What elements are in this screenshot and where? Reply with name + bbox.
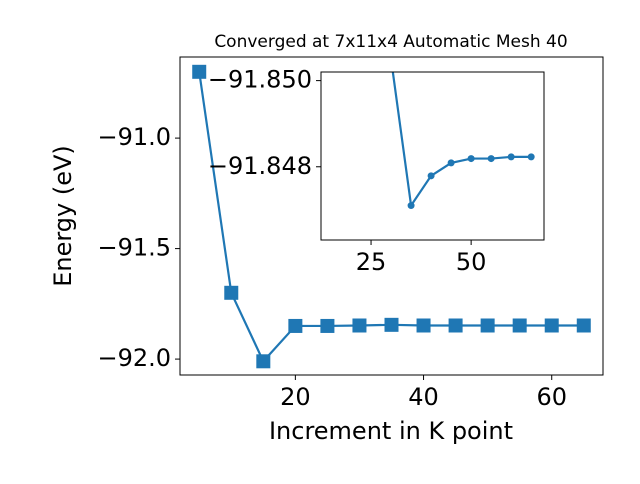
marker <box>544 318 559 333</box>
marker <box>576 318 591 333</box>
marker <box>256 354 271 369</box>
y-tick-label: −91.848 <box>208 152 312 180</box>
marker <box>288 318 303 333</box>
y-tick-label: −91.850 <box>208 66 312 94</box>
marker <box>527 153 535 161</box>
marker <box>427 172 435 180</box>
plot-clip <box>391 72 535 210</box>
x-tick-label: 60 <box>536 383 567 411</box>
marker <box>487 155 495 163</box>
marker <box>507 153 515 161</box>
marker <box>224 285 239 300</box>
marker <box>448 318 463 333</box>
x-tick-label: 25 <box>356 248 387 276</box>
x-tick-label: 40 <box>408 383 439 411</box>
marker <box>480 318 495 333</box>
marker <box>512 318 527 333</box>
marker <box>320 318 335 333</box>
x-tick-label: 20 <box>280 383 311 411</box>
y-tick-label: −91.5 <box>97 234 171 262</box>
marker <box>384 317 399 332</box>
axes-frame <box>320 71 545 241</box>
marker <box>416 318 431 333</box>
marker <box>467 155 475 163</box>
axes-frame <box>179 56 604 376</box>
plot-area <box>321 72 544 240</box>
marker <box>407 202 415 210</box>
plot-clip <box>192 64 591 369</box>
x-axis-label: Increment in K point <box>269 417 513 445</box>
y-tick-label: −91.0 <box>97 123 171 151</box>
chart-title: Converged at 7x11x4 Automatic Mesh 40 <box>214 32 567 52</box>
x-tick-label: 50 <box>456 248 487 276</box>
y-tick-label: −92.0 <box>97 344 171 372</box>
marker <box>192 64 207 79</box>
y-axis-label: Energy (eV) <box>49 145 77 287</box>
marker <box>447 159 455 167</box>
marker <box>352 318 367 333</box>
